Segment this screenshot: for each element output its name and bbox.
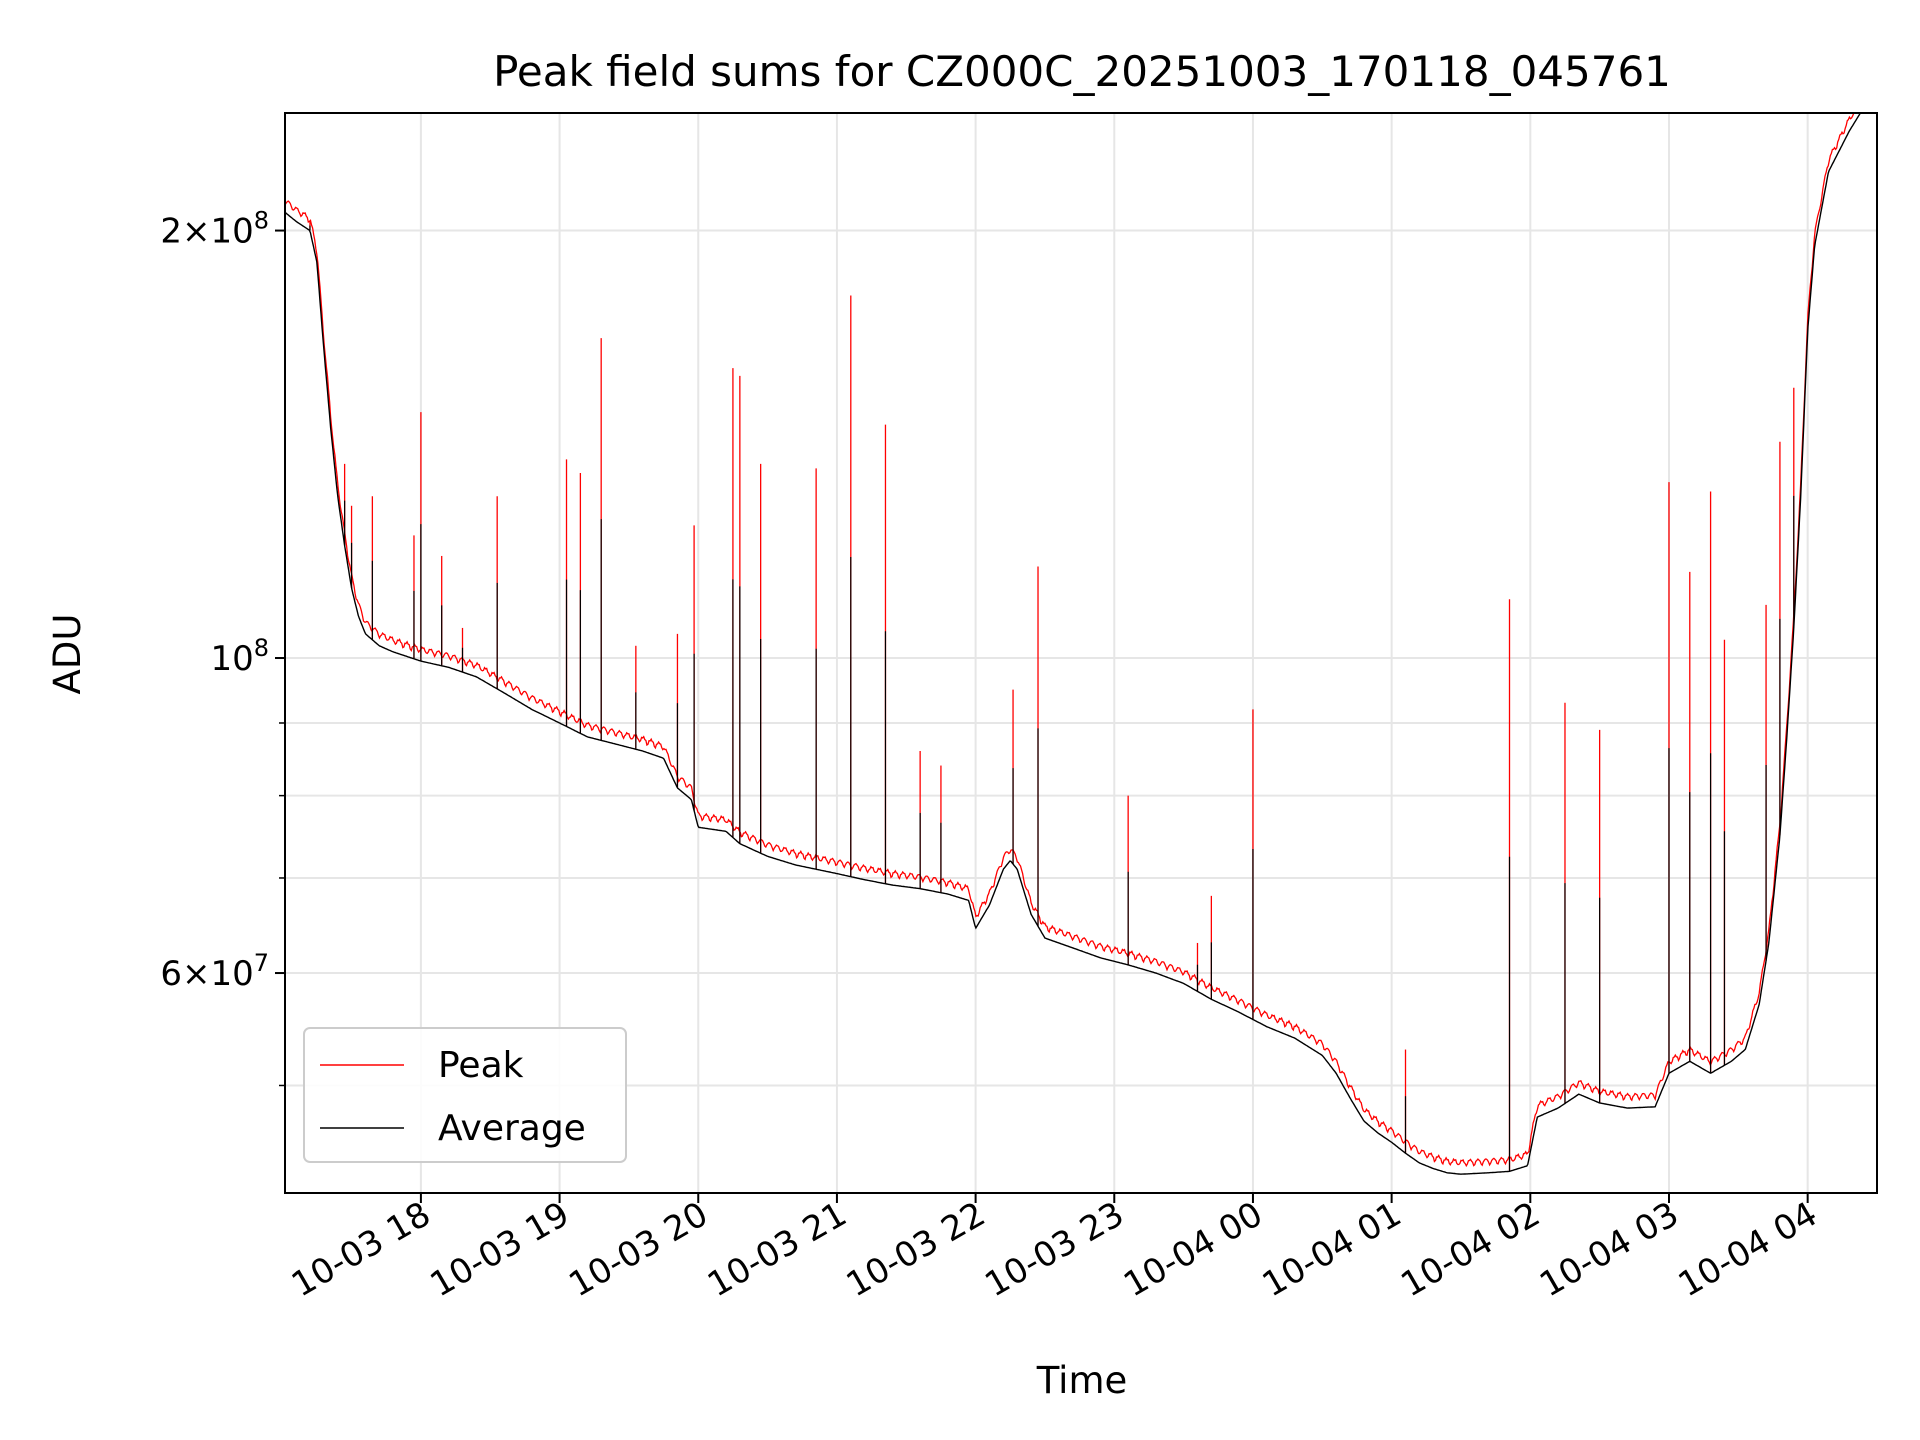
chart-title: Peak field sums for CZ000C_20251003_1701… [493,47,1671,96]
y-axis: 6×107 108 2×108 [160,207,285,1087]
legend: Peak Average [303,1027,627,1163]
plot-frame [284,112,1878,1194]
x-axis-label: Time [1036,1359,1128,1402]
plot-area [285,113,1877,1175]
series-line-peak [285,113,1855,1168]
legend-label-average: Average [438,1108,586,1149]
y-tick-label: 108 [210,634,269,679]
y-tick-label: 2×108 [160,207,269,252]
series-line-average [285,113,1877,1175]
y-tick-label: 6×107 [160,949,269,994]
legend-label-peak: Peak [438,1045,524,1086]
y-axis-label: ADU [46,614,89,695]
